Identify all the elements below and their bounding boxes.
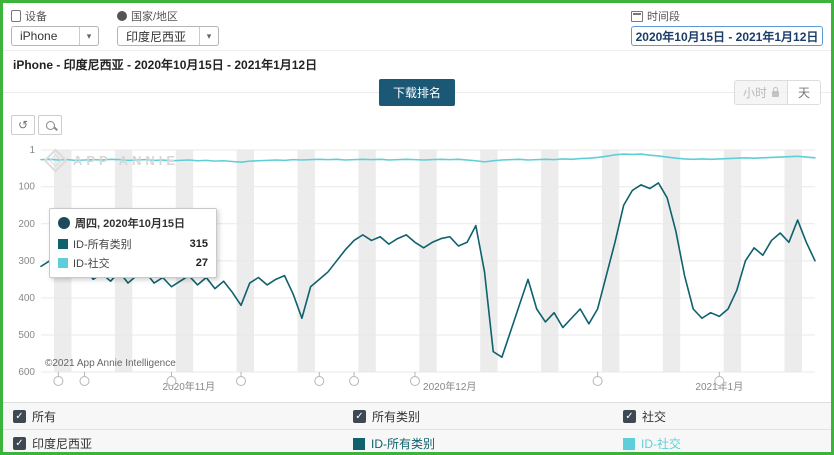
tooltip-title-row: 周四, 2020年10月15日 bbox=[58, 215, 208, 231]
globe-icon bbox=[117, 11, 127, 21]
legend-series-social-label: ID-社交 bbox=[641, 437, 681, 451]
svg-text:2021年1月: 2021年1月 bbox=[695, 380, 743, 393]
chart-toolbar: ↺ bbox=[11, 115, 62, 135]
svg-text:600: 600 bbox=[18, 367, 35, 378]
device-select-value: iPhone bbox=[20, 29, 58, 43]
tooltip-series-label: ID-所有类别 bbox=[73, 239, 132, 251]
legend-row-series: ✓ 印度尼西亚 ID-所有类别 ID-社交 bbox=[3, 430, 831, 452]
undo-zoom-button[interactable]: ↺ bbox=[11, 115, 35, 135]
country-checkbox-label: 印度尼西亚 bbox=[32, 437, 93, 451]
tooltip-series-value: 27 bbox=[195, 257, 208, 269]
country-control: 国家/地区 印度尼西亚 ▾ bbox=[117, 9, 219, 46]
country-label-row: 国家/地区 bbox=[117, 9, 219, 23]
svg-text:300: 300 bbox=[18, 256, 35, 267]
series-color-swatch bbox=[353, 437, 365, 450]
period-control: 时间段 2020年10月15日 - 2021年1月12日 bbox=[631, 9, 823, 46]
page-title: iPhone - 印度尼西亚 - 2020年10月15日 - 2021年1月12… bbox=[13, 58, 318, 72]
filter-all-categories-label: 所有类别 bbox=[372, 409, 421, 424]
country-select[interactable]: 印度尼西亚 ▾ bbox=[117, 26, 219, 46]
device-label: 设备 bbox=[25, 11, 47, 23]
chevron-down-icon: ▾ bbox=[199, 27, 218, 45]
country-select-value: 印度尼西亚 bbox=[126, 29, 187, 44]
svg-text:400: 400 bbox=[18, 293, 35, 304]
checkbox-checked-icon: ✓ bbox=[353, 409, 366, 423]
globe-icon bbox=[58, 217, 70, 229]
svg-text:2020年12月: 2020年12月 bbox=[423, 380, 476, 393]
hour-toggle-label: 小时 bbox=[742, 86, 767, 100]
device-select[interactable]: iPhone ▾ bbox=[11, 26, 99, 46]
hour-toggle[interactable]: 小时 bbox=[734, 81, 788, 104]
svg-text:1: 1 bbox=[29, 145, 35, 156]
filter-all-checkbox[interactable]: ✓ 所有 bbox=[13, 408, 353, 425]
filter-social-checkbox[interactable]: ✓ 社交 bbox=[623, 408, 821, 425]
checkbox-checked-icon: ✓ bbox=[623, 409, 636, 423]
date-range-value: 2020年10月15日 - 2021年1月12日 bbox=[635, 29, 819, 44]
svg-text:200: 200 bbox=[18, 219, 35, 230]
legend-row-filters: ✓ 所有 ✓ 所有类别 ✓ 社交 bbox=[3, 403, 831, 430]
tooltip-series-value: 315 bbox=[189, 238, 208, 250]
device-label-row: 设备 bbox=[11, 9, 99, 23]
svg-text:500: 500 bbox=[18, 330, 35, 341]
tooltip-row: ID-社交 27 bbox=[58, 255, 208, 271]
tooltip-series-label: ID-社交 bbox=[73, 258, 110, 270]
filter-social-label: 社交 bbox=[642, 409, 667, 424]
chart-area: ↺ APP ANNIE 1 100 200 300 400 500 600 2020年11月 2… bbox=[3, 110, 831, 402]
magnifier-icon bbox=[45, 120, 55, 130]
chevron-down-icon: ▾ bbox=[79, 27, 98, 45]
zoom-button[interactable] bbox=[38, 115, 62, 135]
series-color-swatch bbox=[623, 437, 635, 450]
tab-row: 下载排名 小时 天 bbox=[3, 76, 831, 110]
checkbox-checked-icon: ✓ bbox=[13, 437, 26, 450]
series-color-swatch bbox=[58, 258, 68, 268]
period-label-row: 时间段 bbox=[631, 9, 680, 23]
period-label: 时间段 bbox=[647, 11, 680, 23]
legend-series-all-categories[interactable]: ID-所有类别 bbox=[353, 435, 623, 452]
day-toggle[interactable]: 天 bbox=[787, 81, 820, 104]
checkbox-checked-icon: ✓ bbox=[13, 409, 26, 423]
calendar-icon bbox=[631, 10, 643, 22]
svg-text:100: 100 bbox=[18, 182, 35, 193]
filter-all-label: 所有 bbox=[32, 409, 57, 424]
top-controls: 设备 iPhone ▾ 国家/地区 印度尼西亚 ▾ bbox=[3, 3, 831, 51]
series-color-swatch bbox=[58, 239, 68, 249]
time-granularity-toggle: 小时 天 bbox=[733, 80, 821, 105]
country-label: 国家/地区 bbox=[131, 11, 179, 23]
country-checkbox[interactable]: ✓ 印度尼西亚 bbox=[13, 435, 353, 452]
tooltip-date: 周四, 2020年10月15日 bbox=[75, 218, 186, 230]
legend-panel: ✓ 所有 ✓ 所有类别 ✓ 社交 ✓ 印度尼西亚 ID-所有类别 bbox=[3, 402, 831, 452]
legend-series-all-label: ID-所有类别 bbox=[371, 437, 435, 451]
lock-icon bbox=[771, 87, 779, 97]
date-range-select[interactable]: 2020年10月15日 - 2021年1月12日 bbox=[631, 26, 823, 46]
filter-all-categories-checkbox[interactable]: ✓ 所有类别 bbox=[353, 408, 623, 425]
chart-tooltip: 周四, 2020年10月15日 ID-所有类别 315 ID-社交 27 bbox=[49, 208, 217, 278]
device-control: 设备 iPhone ▾ bbox=[11, 9, 99, 46]
legend-series-social[interactable]: ID-社交 bbox=[623, 435, 821, 452]
tooltip-row: ID-所有类别 315 bbox=[58, 236, 208, 252]
device-icon bbox=[11, 10, 21, 22]
tab-download-rank[interactable]: 下载排名 bbox=[378, 79, 456, 106]
copyright-text: ©2021 App Annie Intelligence bbox=[45, 358, 176, 369]
